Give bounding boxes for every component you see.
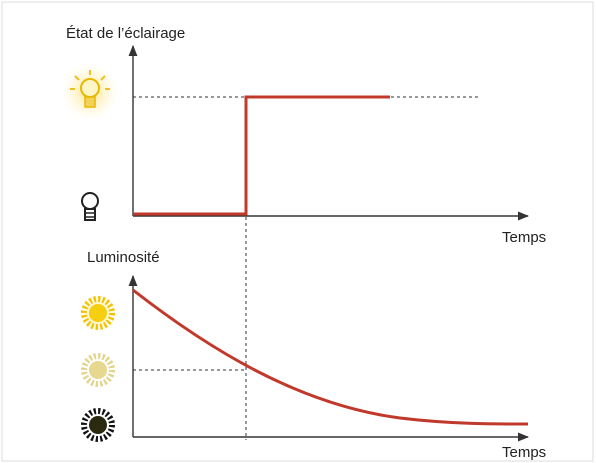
top-x-label: Temps [502, 229, 546, 246]
dark-sun-icon [81, 408, 115, 442]
bright-sun-icon [78, 293, 118, 333]
luminosity-curve [132, 288, 529, 426]
pale-sun-icon [81, 353, 115, 387]
bottom-y-label: Luminosité [87, 249, 160, 266]
light-state-step [133, 95, 390, 216]
top-y-label: État de l’éclairage [66, 25, 185, 42]
bottom-x-label: Temps [502, 444, 546, 461]
unlit-bulb-icon [81, 192, 99, 221]
lit-bulb-icon [62, 64, 118, 120]
